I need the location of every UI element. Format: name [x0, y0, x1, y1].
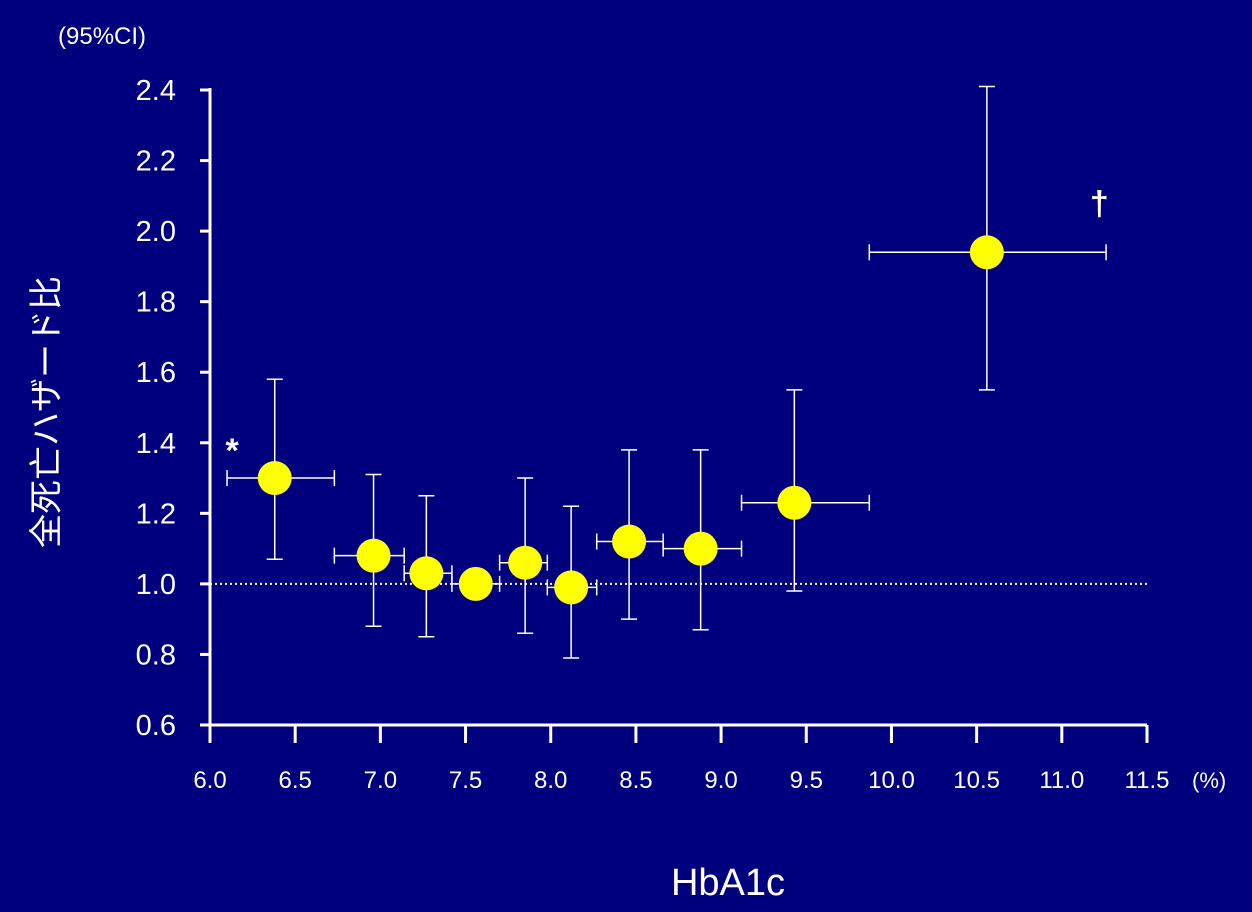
- data-point: [683, 531, 718, 566]
- data-point: [458, 566, 493, 601]
- data-marks: *†: [210, 85, 1147, 659]
- ci-label: (95%CI): [58, 23, 146, 50]
- y-tick-label: 0.8: [136, 639, 176, 671]
- data-point: [257, 461, 292, 496]
- y-tick-label: 1.0: [136, 569, 176, 601]
- data-point: [409, 556, 444, 591]
- y-tick-label: 0.6: [136, 710, 176, 742]
- x-tick-label: 9.0: [704, 767, 737, 794]
- data-point: [969, 235, 1004, 270]
- y-tick-label: 2.4: [136, 75, 176, 107]
- x-axis-label: HbA1c: [671, 862, 785, 904]
- x-tick-label: 6.5: [278, 767, 311, 794]
- data-point: [356, 538, 391, 573]
- x-tick-label: 6.0: [193, 767, 226, 794]
- x-tick-label: 10.5: [953, 767, 1000, 794]
- y-tick-label: 1.4: [136, 428, 176, 460]
- x-tick-label: 7.0: [364, 767, 397, 794]
- x-tick-label: 7.5: [449, 767, 482, 794]
- x-tick-label: 8.5: [619, 767, 652, 794]
- x-tick-label: 10.0: [868, 767, 915, 794]
- x-tick-label: 8.0: [534, 767, 567, 794]
- y-axis-label: 全死亡ハザード比: [28, 276, 66, 548]
- x-tick-label: 11.5: [1125, 767, 1170, 794]
- axes: 0.6 0.8 1.0 1.2 1.4 1.6 1.8 2.0 2.2 2.4 6.0 6.5 7.0 7…: [136, 75, 1170, 794]
- y-tick-label: 2.2: [136, 146, 176, 178]
- annotation: †: [1090, 185, 1109, 223]
- y-tick-label: 2.0: [136, 216, 176, 248]
- annotation: *: [226, 432, 240, 470]
- y-tick-label: 1.2: [136, 498, 176, 530]
- data-point: [554, 570, 589, 605]
- y-tick-label: 1.8: [136, 287, 176, 319]
- data-point: [508, 545, 543, 580]
- y-tick-label: 1.6: [136, 357, 176, 389]
- x-tick-label: 9.5: [790, 767, 823, 794]
- x-axis-unit: (%): [1192, 768, 1226, 793]
- x-tick-label: 11.0: [1039, 767, 1084, 794]
- data-point: [612, 524, 647, 559]
- data-point: [777, 485, 812, 520]
